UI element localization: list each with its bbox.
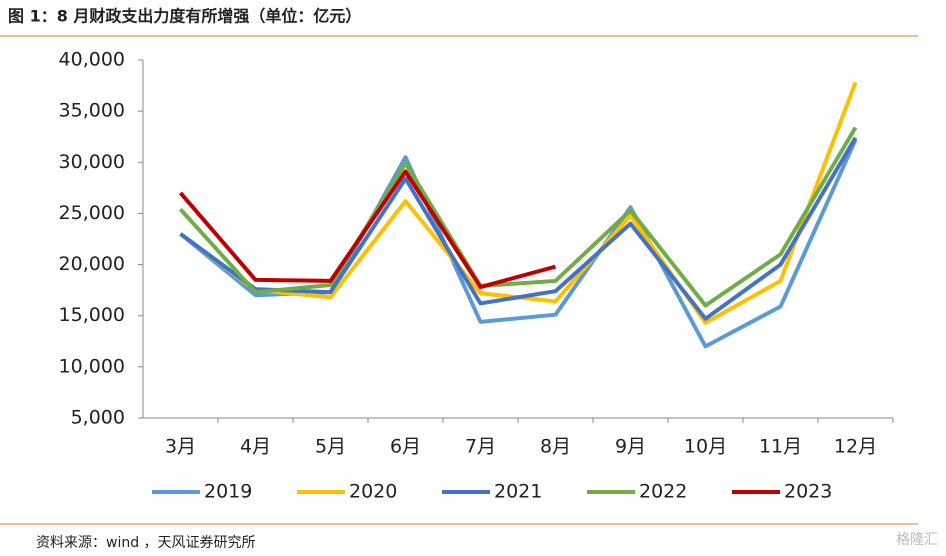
x-tick-label: 6月 [390, 436, 421, 458]
y-tick-label: 40,000 [59, 49, 125, 71]
legend-label: 2019 [204, 481, 252, 503]
legend-label: 2022 [639, 481, 687, 503]
x-tick-label: 4月 [240, 436, 271, 458]
x-tick-label: 12月 [834, 436, 877, 458]
y-tick-label: 25,000 [59, 202, 125, 224]
x-tick-label: 9月 [615, 436, 646, 458]
source: 资料来源：wind ，天风证券研究所 [36, 535, 256, 551]
x-tick-label: 10月 [684, 436, 727, 458]
series-line [178, 169, 557, 290]
title: 图 1：8 月财政支出力度有所增强（单位：亿元） [8, 7, 361, 26]
series-line [179, 126, 858, 308]
x-tick-label: 8月 [540, 436, 571, 458]
y-tick-label: 5,000 [71, 407, 125, 429]
legend-label: 2023 [784, 481, 832, 503]
y-tick-label: 15,000 [59, 304, 125, 326]
y-tick-label: 30,000 [59, 151, 125, 173]
x-tick-label: 11月 [759, 436, 802, 458]
watermark: 格隆汇 [896, 532, 938, 548]
series-line [179, 138, 858, 349]
y-tick-label: 35,000 [59, 100, 125, 122]
legend-label: 2020 [349, 481, 397, 503]
x-tick-label: 3月 [165, 436, 196, 458]
x-tick-label: 5月 [315, 436, 346, 458]
legend-label: 2021 [494, 481, 542, 503]
x-tick-label: 7月 [465, 436, 496, 458]
y-tick-label: 10,000 [59, 355, 125, 377]
series-line [179, 81, 858, 325]
series-line [179, 136, 858, 321]
y-tick-label: 20,000 [59, 253, 125, 275]
